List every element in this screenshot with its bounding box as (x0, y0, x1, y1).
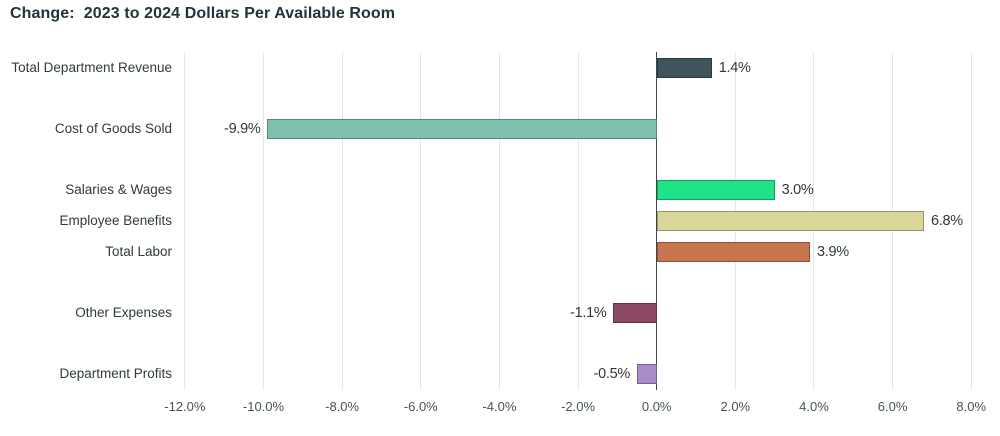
value-label: -1.1% (570, 304, 607, 321)
x-tick-label: 2.0% (720, 399, 751, 414)
x-tick-label: -12.0% (164, 399, 206, 414)
category-label: Employee Benefits (59, 213, 172, 228)
value-label: 6.8% (931, 213, 963, 229)
chart-title: Change: 2023 to 2024 Dollars Per Availab… (10, 5, 396, 22)
x-tick-label: 0.0% (641, 399, 672, 414)
x-tick-label: -8.0% (325, 399, 360, 414)
gridline (184, 52, 186, 390)
bar (656, 211, 925, 231)
plot-area: 1.4% -9.9% 3.0% 6.8% 3.9% -1.1% -0.5% (177, 52, 985, 390)
x-tick-label: -6.0% (403, 399, 438, 414)
bar (656, 180, 775, 201)
value-label: 3.0% (781, 182, 814, 199)
x-tick-label: 4.0% (799, 399, 829, 414)
bar (656, 241, 811, 262)
bar (656, 58, 712, 78)
category-label: Other Expenses (75, 304, 172, 320)
category-label: Total Department Revenue (11, 60, 172, 75)
category-label: Department Profits (59, 366, 172, 381)
category-label: Total Labor (105, 243, 172, 259)
gridline (341, 52, 343, 390)
gridline (263, 52, 264, 390)
bar (637, 364, 657, 384)
value-label: 1.4% (718, 60, 751, 76)
category-label: Cost of Goods Sold (54, 121, 172, 137)
value-label: -0.5% (593, 366, 631, 382)
x-tick-label: -2.0% (561, 399, 596, 414)
gridline (498, 52, 500, 390)
x-tick-label: -10.0% (242, 399, 285, 414)
x-tick-label: 8.0% (956, 399, 987, 414)
category-label: Salaries & Wages (65, 182, 172, 198)
bar (267, 119, 657, 140)
value-label: 3.9% (817, 243, 849, 260)
bar (613, 302, 657, 323)
x-tick-label: -4.0% (482, 399, 517, 414)
gridline (420, 52, 422, 390)
value-label: -9.9% (224, 121, 261, 138)
gridline (577, 52, 579, 390)
gridline (970, 52, 972, 390)
x-tick-label: 6.0% (877, 399, 908, 414)
